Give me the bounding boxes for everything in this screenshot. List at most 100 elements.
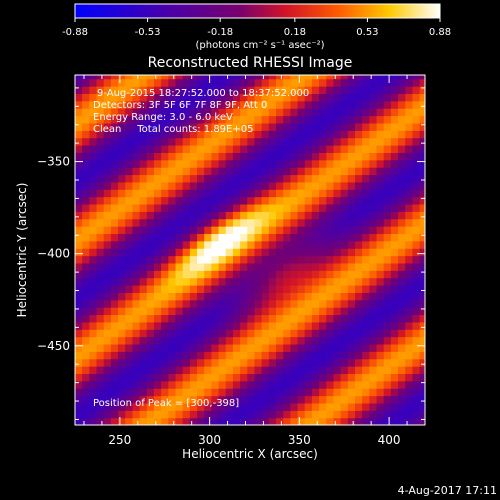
heatmap-cell [247,285,256,293]
heatmap-cell [153,181,162,190]
heatmap-cell [75,402,83,411]
heatmap-cell [232,189,241,198]
heatmap-cell [398,285,406,293]
heatmap-cell [319,108,327,117]
heatmap-cell [182,248,191,257]
heatmap-cell [232,86,241,95]
heatmap-cell [369,203,378,212]
heatmap-cell [247,108,256,117]
heatmap-cell [204,262,213,271]
heatmap-cell [261,75,270,80]
heatmap-cell [153,366,162,375]
heatmap-cell [197,218,205,227]
heatmap-cell [146,388,155,397]
heatmap-cell [89,248,98,257]
heatmap-cell [261,285,270,293]
heatmap-cell [355,270,363,279]
heatmap-cell [232,270,241,279]
heatmap-cell [211,100,220,109]
heatmap-cell [218,233,227,242]
heatmap-cell [290,299,299,308]
heatmap-cell [261,167,270,176]
heatmap-cell [376,336,385,345]
heatmap-cell [347,218,356,227]
heatmap-cell [125,130,134,139]
heatmap-cell [283,262,291,271]
heatmap-cell [268,358,277,367]
heatmap-cell [376,343,385,352]
heatmap-cell [161,277,169,286]
heatmap-cell [268,233,277,242]
heatmap-cell [383,233,392,242]
heatmap-cell [189,329,198,338]
heatmap-cell [218,75,227,80]
heatmap-cell [118,226,126,235]
heatmap-cell [240,78,248,87]
heatmap-cell [103,218,112,227]
heatmap-cell [398,159,406,168]
heatmap-cell [362,402,370,411]
heatmap-cell [355,388,363,397]
heatmap-cell [161,218,169,227]
heatmap-cell [290,211,299,220]
heatmap-cell [297,233,306,242]
heatmap-cell [412,130,421,139]
heatmap-cell [355,358,363,367]
heatmap-cell [326,380,335,389]
heatmap-cell [376,321,385,330]
heatmap-cell [369,402,378,411]
heatmap-cell [75,226,83,235]
heatmap-cell [96,181,105,190]
heatmap-cell [161,115,169,124]
heatmap-cell [211,167,220,176]
heatmap-cell [355,410,363,419]
heatmap-cell [283,351,291,360]
heatmap-cell [369,366,378,375]
heatmap-cell [75,329,83,338]
heatmap-cell [398,233,406,242]
heatmap-cell [125,152,134,161]
heatmap-cell [89,233,98,242]
heatmap-cell [362,122,370,131]
heatmap-cell [175,174,184,183]
heatmap-cell [225,395,234,404]
heatmap-cell [175,211,184,220]
heatmap-cell [175,417,184,425]
heatmap-cell [240,417,248,425]
heatmap-cell [103,196,112,205]
heatmap-cell [197,211,205,220]
heatmap-cell [333,75,342,80]
heatmap-cell [211,351,220,360]
heatmap-cell [347,388,356,397]
heatmap-cell [347,115,356,124]
heatmap-cell [311,299,320,308]
heatmap-cell [340,233,349,242]
x-axis-label: Heliocentric X (arcsec) [182,447,318,461]
heatmap-cell [398,240,406,249]
heatmap-cell [225,78,234,87]
heatmap-cell [412,174,421,183]
heatmap-cell [290,366,299,375]
heatmap-cell [197,203,205,212]
heatmap-cell [82,86,90,95]
heatmap-cell [376,373,385,382]
heatmap-cell [383,100,392,109]
heatmap-cell [175,152,184,161]
heatmap-cell [218,137,227,146]
heatmap-cell [75,196,83,205]
heatmap-cell [89,181,98,190]
heatmap-cell [254,78,263,87]
heatmap-cell [125,277,134,286]
heatmap-cell [398,417,406,425]
heatmap-cell [355,248,363,257]
heatmap-cell [276,93,284,102]
heatmap-cell [412,86,421,95]
heatmap-cell [412,108,421,117]
heatmap-cell [103,211,112,220]
heatmap-cell [161,307,169,316]
heatmap-cell [75,159,83,168]
heatmap-cell [153,78,162,87]
heatmap-cell [340,380,349,389]
heatmap-cell [189,93,198,102]
colorbar-tick-label: -0.18 [207,27,233,38]
